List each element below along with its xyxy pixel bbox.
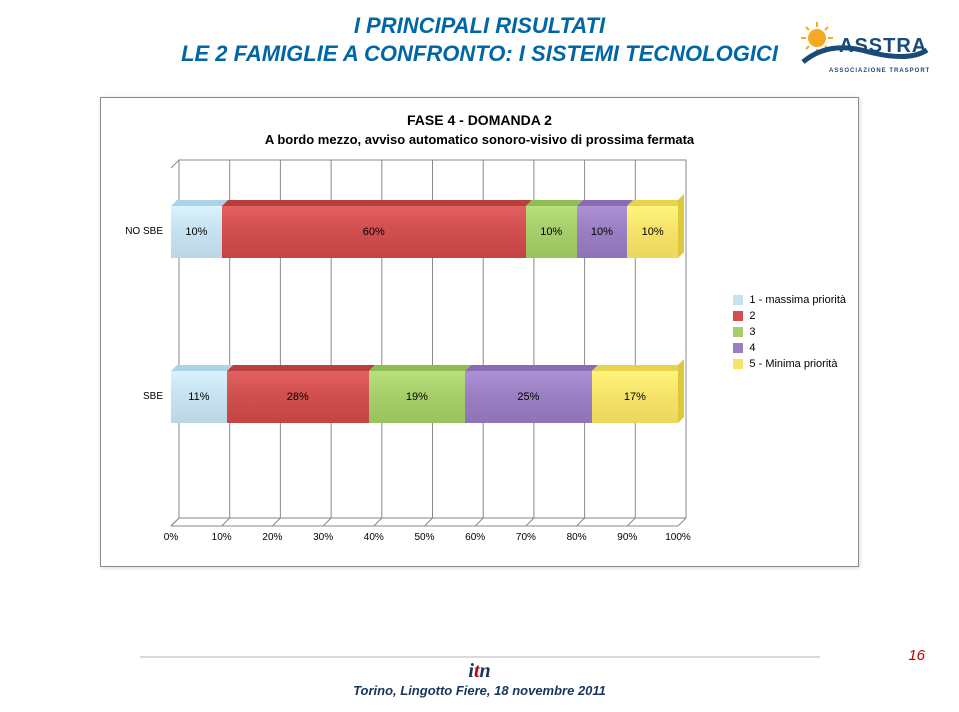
bar-segment: 19%: [369, 371, 465, 423]
legend-swatch: [733, 311, 743, 321]
segment-label: 10%: [627, 206, 678, 258]
x-tick-label: 100%: [665, 532, 691, 543]
x-axis: 0%10%20%30%40%50%60%70%80%90%100%: [171, 532, 678, 546]
bar-segment: 10%: [627, 206, 678, 258]
x-tick-label: 90%: [617, 532, 637, 543]
itn-n: n: [480, 660, 491, 682]
x-tick-label: 50%: [414, 532, 434, 543]
logo-text-main: ASSTRA: [839, 35, 927, 57]
legend-label: 2: [749, 310, 755, 322]
segment-label: 60%: [222, 206, 526, 258]
segment-label: 28%: [227, 371, 369, 423]
chart-title: FASE 4 - DOMANDA 2: [101, 98, 858, 132]
logo-text-sub: ASSOCIAZIONE TRASPORTI: [829, 68, 929, 74]
legend-item: 3: [733, 326, 846, 338]
asstra-logo: ASSTRA ASSOCIAZIONE TRASPORTI: [799, 20, 929, 80]
bar-segment: 10%: [526, 206, 577, 258]
legend: 1 - massima priorità 2 3 4 5 - Minima priori…: [733, 290, 846, 374]
legend-label: 4: [749, 342, 755, 354]
bar-segment: 28%: [227, 371, 369, 423]
footer: itn Torino, Lingotto Fiere, 18 novembre …: [0, 660, 959, 698]
segment-label: 17%: [592, 371, 678, 423]
legend-label: 3: [749, 326, 755, 338]
segment-label: 25%: [465, 371, 592, 423]
slide-page: I PRINCIPALI RISULTATI LE 2 FAMIGLIE A C…: [0, 0, 959, 712]
x-tick-label: 80%: [567, 532, 587, 543]
bar-segment: 10%: [171, 206, 222, 258]
x-tick-label: 10%: [212, 532, 232, 543]
title-line-2: LE 2 FAMIGLIE A CONFRONTO: I SISTEMI TEC…: [40, 40, 919, 68]
legend-swatch: [733, 295, 743, 305]
x-tick-label: 0%: [164, 532, 178, 543]
legend-swatch: [733, 359, 743, 369]
footer-venue: Torino, Lingotto Fiere, 18 novembre 2011: [0, 683, 959, 698]
legend-item: 5 - Minima priorità: [733, 358, 846, 370]
itn-logo: itn: [0, 660, 959, 683]
legend-item: 1 - massima priorità: [733, 294, 846, 306]
x-tick-label: 40%: [364, 532, 384, 543]
legend-item: 4: [733, 342, 846, 354]
chart-container: FASE 4 - DOMANDA 2 A bordo mezzo, avviso…: [100, 97, 859, 567]
legend-item: 2: [733, 310, 846, 322]
segment-label: 11%: [171, 371, 227, 423]
segment-label: 10%: [526, 206, 577, 258]
legend-label: 1 - massima priorità: [749, 294, 846, 306]
x-tick-label: 30%: [313, 532, 333, 543]
legend-label: 5 - Minima priorità: [749, 358, 837, 370]
x-tick-label: 60%: [465, 532, 485, 543]
chart-subtitle: A bordo mezzo, avviso automatico sonoro-…: [101, 132, 858, 161]
segment-label: 10%: [171, 206, 222, 258]
bar-row: SBE11%28%19%25%17%: [171, 371, 678, 423]
bar-segment: 11%: [171, 371, 227, 423]
bar-row: NO SBE10%60%10%10%10%: [171, 206, 678, 258]
bar-category-label: NO SBE: [113, 226, 163, 237]
x-tick-label: 20%: [262, 532, 282, 543]
legend-swatch: [733, 327, 743, 337]
plot-area: NO SBE10%60%10%10%10% SBE11%28%19%25%17%: [171, 168, 678, 526]
legend-swatch: [733, 343, 743, 353]
segment-label: 10%: [577, 206, 628, 258]
bar-segment: 17%: [592, 371, 678, 423]
x-tick-label: 70%: [516, 532, 536, 543]
bar-segment: 25%: [465, 371, 592, 423]
header: I PRINCIPALI RISULTATI LE 2 FAMIGLIE A C…: [40, 0, 919, 67]
bar-category-label: SBE: [113, 391, 163, 402]
bar-segment: 60%: [222, 206, 526, 258]
bar-segment: 10%: [577, 206, 628, 258]
footer-divider: [140, 656, 820, 658]
segment-label: 19%: [369, 371, 465, 423]
title-line-1: I PRINCIPALI RISULTATI: [40, 12, 919, 40]
